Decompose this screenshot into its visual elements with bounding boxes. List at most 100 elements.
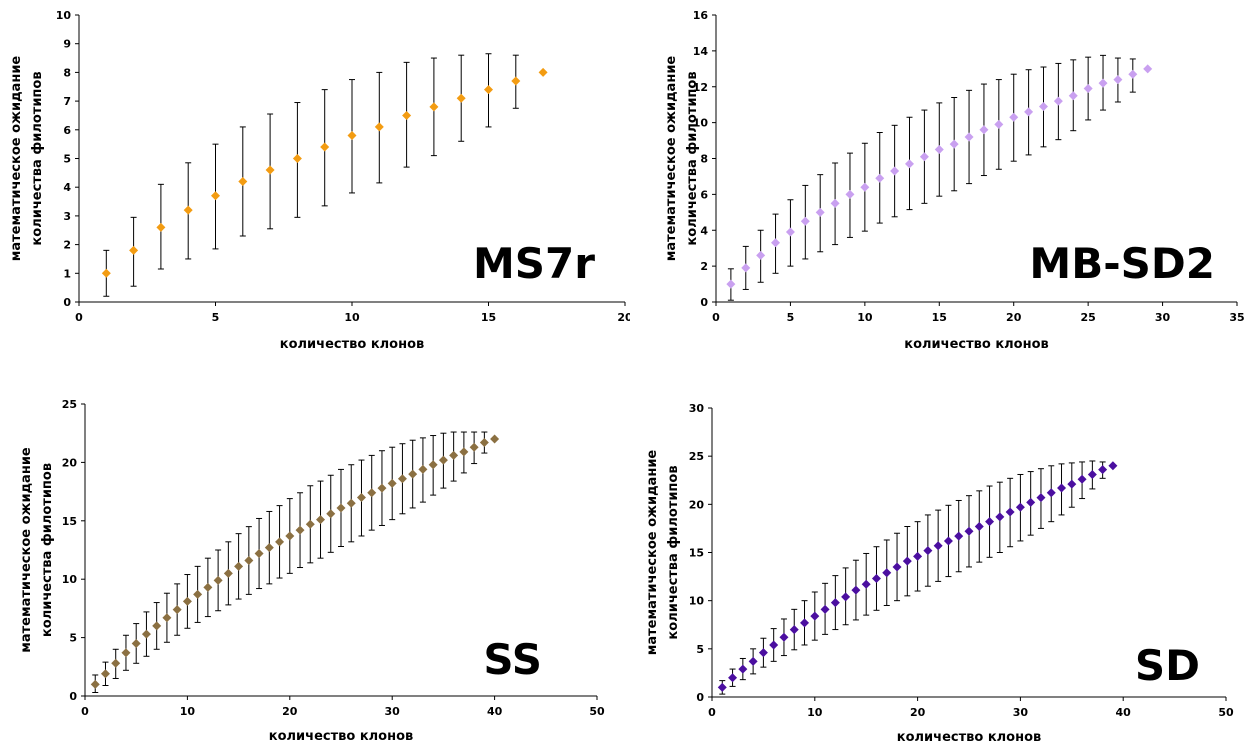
- y-tick-label: 12: [693, 81, 708, 94]
- x-tick-label: 0: [75, 311, 83, 324]
- data-point: [490, 434, 500, 444]
- x-tick-label: 30: [1013, 706, 1029, 719]
- data-point: [892, 562, 902, 572]
- data-point: [1024, 107, 1034, 117]
- data-point: [377, 483, 387, 493]
- data-point: [316, 515, 326, 525]
- y-tick-label: 15: [62, 515, 77, 528]
- data-point: [800, 618, 810, 628]
- data-point: [234, 561, 244, 571]
- y-axis-label-line1: математическое ожидание: [645, 450, 660, 656]
- data-point: [815, 207, 825, 217]
- x-tick-label: 20: [1006, 311, 1022, 324]
- chart-svg: 0 2 4 6 8 10 12 14 16 0 5 10 15 20 25 30 35 количество кл…: [664, 9, 1245, 352]
- data-point: [1053, 96, 1063, 106]
- chart-ms7r: 0 1 2 3 4 5 6 7 8 9 10 0 5 10 15 20 количество клонов мат…: [0, 0, 633, 360]
- y-tick-label: 10: [693, 117, 709, 130]
- y-axis-label-line1: математическое ожидание: [664, 56, 679, 262]
- data-point: [211, 191, 220, 201]
- data-point: [771, 238, 781, 248]
- x-tick-label: 15: [481, 311, 496, 324]
- data-point: [264, 543, 274, 553]
- data-point: [985, 517, 995, 527]
- y-tick-label: 0: [69, 690, 77, 703]
- series-name-label: SS: [483, 635, 542, 684]
- data-point: [408, 469, 418, 479]
- chart-mb-sd2: 0 2 4 6 8 10 12 14 16 0 5 10 15 20 25 30 35 количество кл…: [630, 0, 1258, 360]
- data-point: [913, 551, 923, 561]
- y-tick-label: 30: [689, 402, 705, 415]
- x-tick-label: 15: [932, 311, 947, 324]
- data-point: [402, 110, 412, 120]
- data-point: [129, 245, 139, 255]
- data-point: [346, 498, 356, 508]
- x-axis-label: количество клонов: [269, 729, 413, 744]
- data-point: [820, 604, 830, 614]
- data-point: [841, 592, 851, 602]
- data-point: [756, 250, 766, 260]
- data-point: [800, 216, 810, 226]
- data-point: [1009, 112, 1019, 122]
- x-tick-label: 20: [282, 705, 298, 718]
- y-tick-label: 5: [69, 632, 77, 645]
- data-point: [919, 152, 929, 162]
- data-point: [954, 531, 964, 541]
- y-axis-label-line2: количества филотипов: [666, 465, 681, 639]
- data-point: [438, 455, 448, 465]
- data-point: [933, 541, 943, 551]
- data-point: [479, 438, 489, 448]
- x-tick-label: 40: [487, 705, 503, 718]
- data-point: [305, 519, 315, 529]
- data-point: [748, 656, 758, 666]
- series-name-label: MS7r: [473, 239, 595, 288]
- data-point: [428, 460, 438, 470]
- data-point: [741, 263, 751, 273]
- x-axis-label: количество клонов: [280, 337, 424, 352]
- x-tick-label: 10: [857, 311, 873, 324]
- data-point: [1077, 474, 1087, 484]
- data-point: [356, 492, 366, 502]
- data-point: [934, 145, 944, 155]
- data-point: [484, 85, 493, 95]
- data-point: [387, 478, 397, 488]
- y-tick-label: 1: [63, 267, 71, 280]
- y-tick-label: 7: [63, 95, 71, 108]
- y-tick-label: 2: [700, 260, 708, 273]
- y-tick-label: 9: [63, 38, 71, 51]
- data-point: [141, 629, 151, 639]
- data-point: [851, 585, 861, 595]
- y-tick-label: 25: [689, 450, 704, 463]
- data-point: [238, 176, 248, 186]
- data-point: [1067, 479, 1077, 489]
- data-point: [326, 509, 336, 519]
- data-point: [459, 447, 469, 457]
- y-tick-label: 5: [696, 643, 704, 656]
- data-point: [275, 537, 285, 547]
- data-point: [162, 613, 172, 623]
- data-point: [923, 546, 933, 556]
- chart-svg: 0 5 10 15 20 25 0 10 20 30 40 50 количество клонов ма…: [19, 398, 605, 744]
- data-point: [469, 442, 479, 452]
- y-axis-label-line1: математическое ожидание: [9, 56, 24, 262]
- data-point: [244, 556, 254, 566]
- data-point: [183, 205, 193, 215]
- data-point: [347, 131, 357, 141]
- x-axis-label: количество клонов: [904, 337, 1048, 352]
- data-point: [875, 173, 885, 183]
- y-tick-label: 3: [63, 210, 71, 223]
- data-point: [789, 625, 799, 635]
- data-point: [156, 222, 166, 232]
- data-point: [1143, 64, 1153, 74]
- y-tick-label: 5: [63, 153, 71, 166]
- y-axis-label-line2: количества филотипов: [40, 463, 55, 637]
- data-point: [285, 531, 295, 541]
- x-tick-label: 10: [180, 705, 196, 718]
- x-tick-label: 5: [212, 311, 220, 324]
- chart-sd: 0 5 10 15 20 25 30 0 10 20 30 40 50 количество клонов…: [630, 390, 1258, 747]
- data-point: [336, 503, 346, 513]
- x-tick-label: 50: [1218, 706, 1234, 719]
- data-point: [203, 582, 213, 592]
- x-axis-label: количество клонов: [897, 730, 1041, 745]
- data-point: [1083, 84, 1093, 94]
- data-point: [1046, 488, 1056, 498]
